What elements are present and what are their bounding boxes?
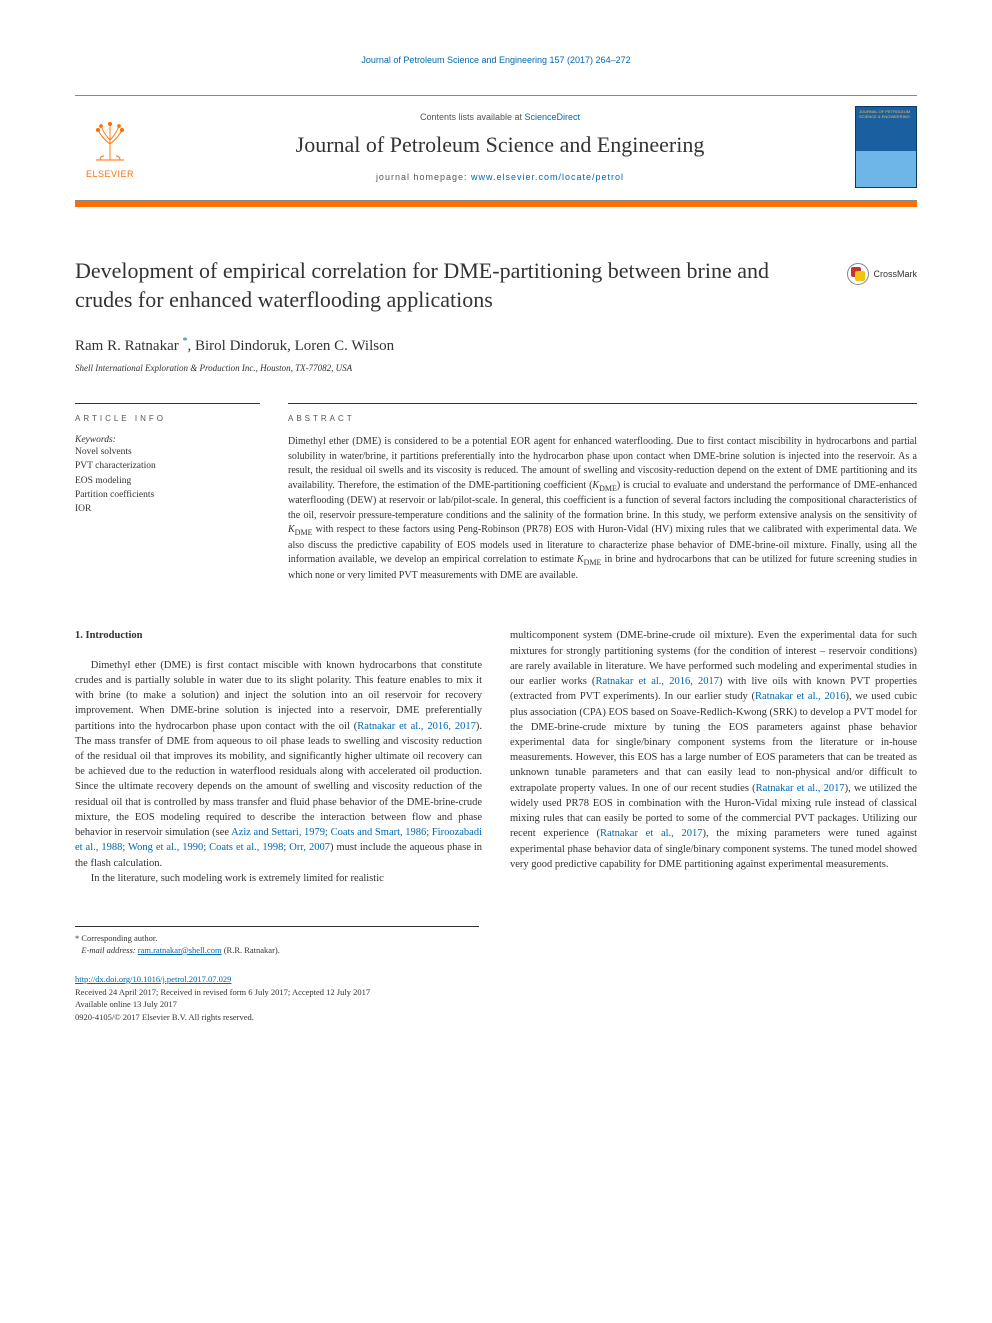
email-label: E-mail address: bbox=[81, 945, 135, 955]
email-line: E-mail address: ram.ratnakar@shell.com (… bbox=[75, 945, 479, 957]
homepage-link[interactable]: www.elsevier.com/locate/petrol bbox=[471, 172, 624, 182]
keywords-label: Keywords: bbox=[75, 435, 260, 445]
body-column-right: multicomponent system (DME-brine-crude o… bbox=[510, 628, 917, 886]
email-attribution: (R.R. Ratnakar). bbox=[224, 945, 280, 955]
journal-homepage: journal homepage: www.elsevier.com/locat… bbox=[145, 172, 855, 182]
running-header: Journal of Petroleum Science and Enginee… bbox=[75, 55, 917, 65]
article-title: Development of empirical correlation for… bbox=[75, 257, 847, 314]
homepage-prefix: journal homepage: bbox=[376, 172, 471, 182]
corresponding-author-note: * Corresponding author. bbox=[75, 933, 479, 945]
elsevier-tree-icon bbox=[85, 115, 135, 165]
abstract-text: Dimethyl ether (DME) is considered to be… bbox=[288, 435, 917, 583]
crossmark-badge[interactable]: CrossMark bbox=[847, 263, 917, 285]
doi-link[interactable]: http://dx.doi.org/10.1016/j.petrol.2017.… bbox=[75, 974, 231, 984]
body-paragraph: In the literature, such modeling work is… bbox=[75, 871, 482, 886]
body-paragraph: multicomponent system (DME-brine-crude o… bbox=[510, 628, 917, 872]
keywords-list: Novel solventsPVT characterizationEOS mo… bbox=[75, 445, 260, 516]
affiliation: Shell International Exploration & Produc… bbox=[75, 363, 917, 373]
body-column-left: 1. Introduction Dimethyl ether (DME) is … bbox=[75, 628, 482, 886]
journal-cover-image: JOURNAL OF PETROLEUM SCIENCE & ENGINEERI… bbox=[855, 106, 917, 188]
body-paragraph: Dimethyl ether (DME) is first contact mi… bbox=[75, 658, 482, 871]
article-info-caption: ARTICLE INFO bbox=[75, 403, 260, 423]
elsevier-wordmark: ELSEVIER bbox=[86, 169, 134, 179]
crossmark-icon bbox=[847, 263, 869, 285]
section-heading-1: 1. Introduction bbox=[75, 628, 482, 643]
copyright-line: 0920-4105/© 2017 Elsevier B.V. All right… bbox=[75, 1011, 917, 1024]
journal-name: Journal of Petroleum Science and Enginee… bbox=[145, 132, 855, 158]
article-history: Received 24 April 2017; Received in revi… bbox=[75, 986, 917, 999]
accent-rule bbox=[75, 201, 917, 207]
journal-cover-thumbnail: JOURNAL OF PETROLEUM SCIENCE & ENGINEERI… bbox=[855, 106, 917, 188]
body-columns: 1. Introduction Dimethyl ether (DME) is … bbox=[75, 628, 917, 886]
footnote-block: * Corresponding author. E-mail address: … bbox=[75, 926, 479, 957]
abstract-block: ABSTRACT Dimethyl ether (DME) is conside… bbox=[288, 403, 917, 583]
contents-prefix: Contents lists available at bbox=[420, 112, 525, 122]
available-online: Available online 13 July 2017 bbox=[75, 998, 917, 1011]
article-info-block: ARTICLE INFO Keywords: Novel solventsPVT… bbox=[75, 403, 260, 583]
journal-header: ELSEVIER Contents lists available at Sci… bbox=[75, 95, 917, 201]
article-footer: http://dx.doi.org/10.1016/j.petrol.2017.… bbox=[75, 973, 917, 1024]
email-link[interactable]: ram.ratnakar@shell.com bbox=[138, 945, 222, 955]
contents-available: Contents lists available at ScienceDirec… bbox=[145, 112, 855, 122]
sciencedirect-link[interactable]: ScienceDirect bbox=[525, 112, 581, 122]
crossmark-label: CrossMark bbox=[873, 269, 917, 279]
authors: Ram R. Ratnakar *, Birol Dindoruk, Loren… bbox=[75, 336, 917, 355]
elsevier-logo: ELSEVIER bbox=[75, 115, 145, 179]
abstract-caption: ABSTRACT bbox=[288, 403, 917, 423]
